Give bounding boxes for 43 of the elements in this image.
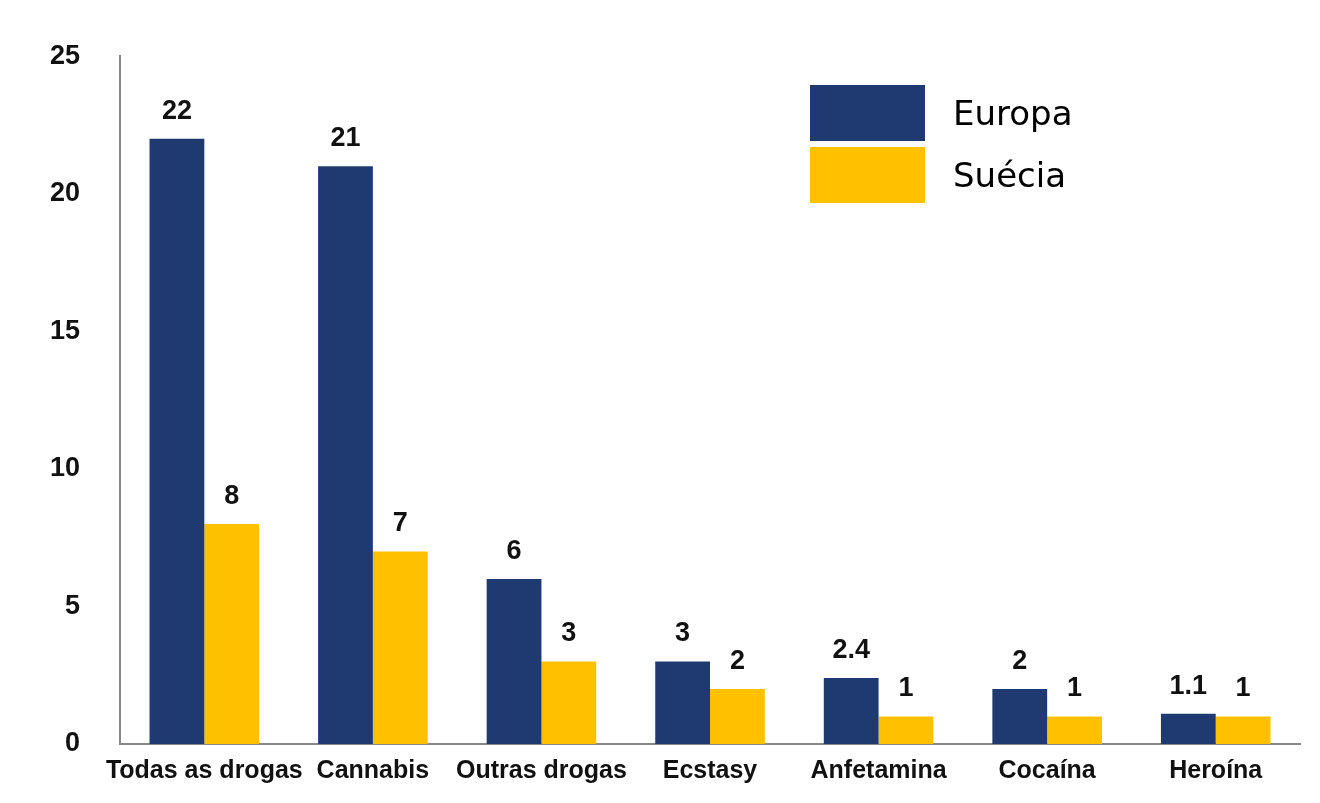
data-label: 2 — [1012, 644, 1028, 675]
x-tick-label: Heroína — [1169, 754, 1264, 783]
bar — [149, 138, 205, 744]
data-label: 22 — [161, 94, 192, 125]
y-tick-label: 10 — [49, 452, 81, 483]
x-tick-label: Outras drogas — [456, 754, 627, 783]
data-label: 6 — [506, 534, 522, 565]
data-label: 7 — [392, 507, 408, 538]
y-tick-label: 5 — [65, 589, 81, 620]
bar — [1047, 716, 1102, 744]
data-label: 8 — [224, 479, 240, 510]
data-label: 1.1 — [1169, 669, 1208, 700]
legend-label: Suécia — [953, 155, 1067, 195]
x-tick-label: Todas as drogas — [105, 754, 303, 783]
bar — [823, 677, 879, 744]
data-label: 2 — [729, 644, 745, 675]
bar — [710, 688, 765, 744]
data-label: 3 — [675, 617, 691, 648]
bar — [992, 688, 1048, 744]
bar — [541, 661, 597, 744]
x-tick-label: Cocaína — [998, 754, 1097, 783]
legend-label: Europa — [953, 93, 1073, 133]
bar — [1160, 713, 1216, 744]
bar — [318, 166, 373, 744]
data-label: 21 — [330, 122, 361, 153]
x-tick-label: Ecstasy — [662, 754, 758, 783]
y-tick-label: 0 — [65, 727, 81, 758]
bar — [1215, 716, 1271, 744]
y-tick-label: 15 — [49, 314, 81, 345]
bar — [486, 578, 542, 744]
data-label: 3 — [561, 617, 577, 648]
data-label: 1 — [1067, 672, 1083, 703]
data-label: 2.4 — [832, 633, 870, 664]
bar — [204, 523, 260, 744]
bar — [878, 716, 934, 744]
x-tick-label: Anfetamina — [810, 754, 948, 783]
x-tick-label: Cannabis — [316, 754, 430, 783]
y-tick-label: 25 — [49, 39, 81, 70]
data-label: 1 — [898, 672, 914, 703]
bar — [655, 661, 711, 744]
data-label: 1 — [1235, 672, 1251, 703]
y-tick-label: 20 — [49, 177, 81, 208]
bar — [372, 551, 428, 744]
